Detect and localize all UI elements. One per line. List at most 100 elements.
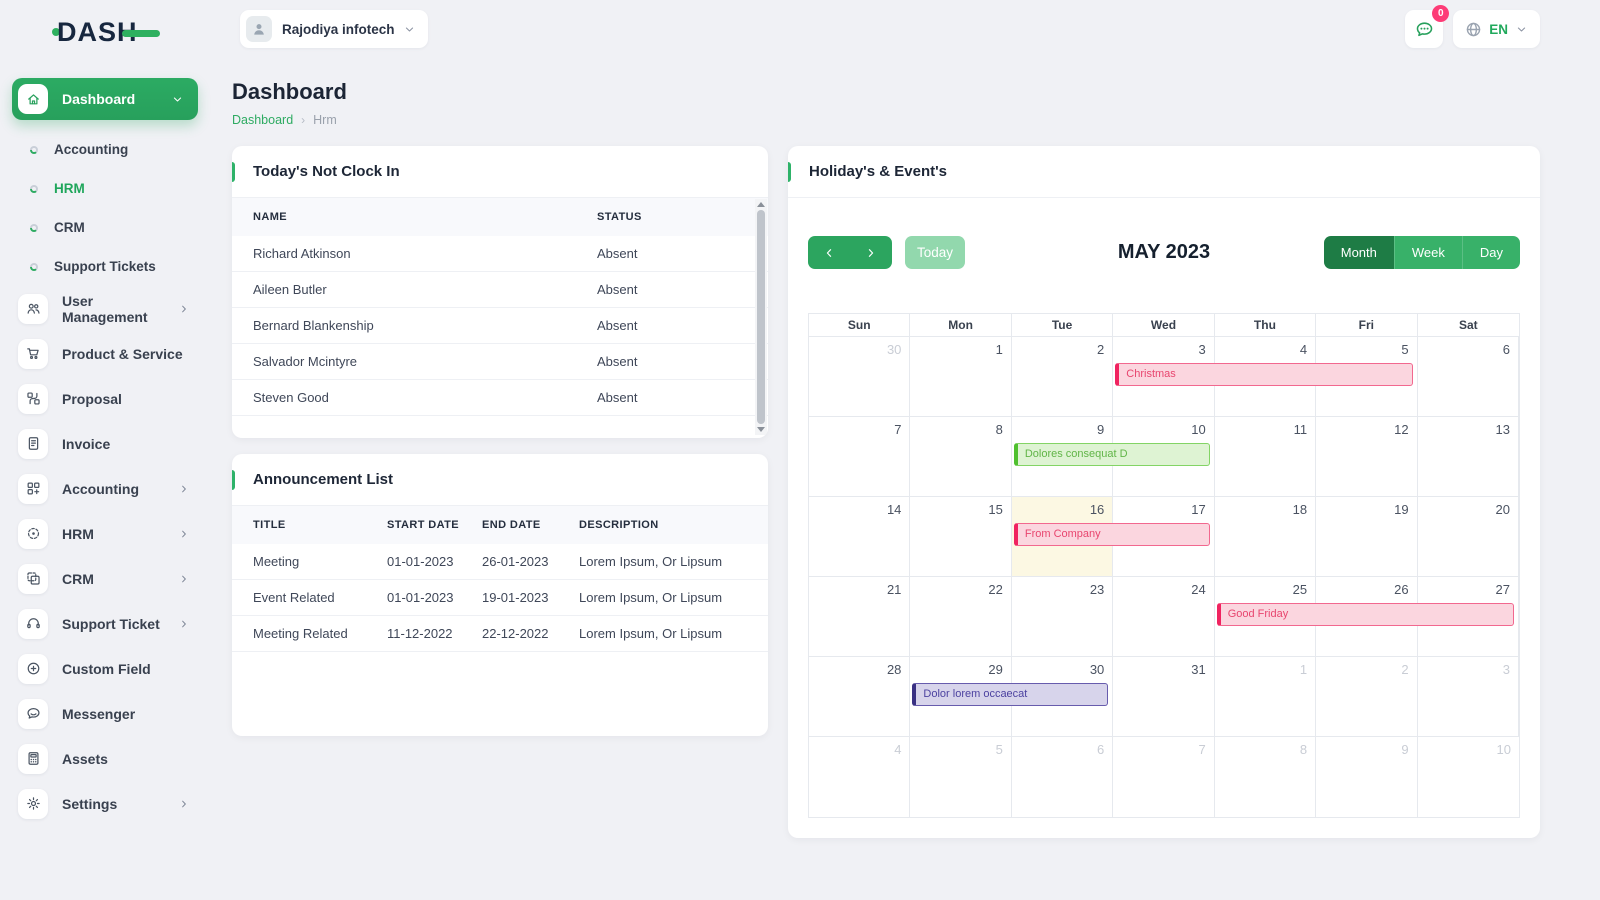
day-number: 13 <box>1495 422 1510 437</box>
calendar-day-cell[interactable]: 27 <box>1417 577 1519 657</box>
table-row[interactable]: Richard Atkinson Absent <box>232 236 768 272</box>
calendar-day-cell[interactable]: 9 <box>1316 737 1418 817</box>
sidebar-item-label: Custom Field <box>62 660 151 677</box>
scroll-up-icon[interactable] <box>757 202 765 207</box>
calendar-day-cell[interactable]: 13 <box>1417 417 1519 497</box>
sidebar-item-hrm[interactable]: HRM <box>0 511 212 556</box>
calendar-day-cell[interactable]: 22 <box>910 577 1012 657</box>
calendar-day-cell[interactable]: 4 <box>809 737 911 817</box>
calendar-event[interactable]: Dolor lorem occaecat <box>912 683 1109 706</box>
calendar-day-cell[interactable]: 2 <box>1011 337 1114 417</box>
calendar-day-cell[interactable]: 31 <box>1113 657 1215 737</box>
today-button[interactable]: Today <box>905 236 966 269</box>
calendar-day-cell[interactable]: 15 <box>910 497 1012 577</box>
calendar-day-cell[interactable]: 20 <box>1417 497 1519 577</box>
sidebar-item-user-management[interactable]: User Management <box>0 286 212 331</box>
sidebar-item-invoice[interactable]: Invoice <box>0 421 212 466</box>
sidebar-item-hrm[interactable]: HRM <box>0 169 212 208</box>
brand-logo[interactable]: DASH <box>52 14 160 50</box>
calendar-day-cell[interactable]: 12 <box>1316 417 1418 497</box>
view-button-month[interactable]: Month <box>1323 236 1394 269</box>
table-row[interactable]: Salvador Mcintyre Absent <box>232 344 768 380</box>
day-number: 6 <box>1502 342 1510 357</box>
sidebar-item-support-ticket[interactable]: Support Ticket <box>0 601 212 646</box>
table-cell: Lorem Ipsum, Or Lipsum <box>579 590 723 605</box>
sidebar-item-label: Dashboard <box>62 91 136 107</box>
calendar-card-header: Holiday's & Event's <box>788 146 1540 198</box>
calendar-event[interactable]: From Company <box>1013 523 1210 546</box>
sidebar-item-messenger[interactable]: Messenger <box>0 691 212 736</box>
calculator-icon <box>18 743 48 774</box>
calendar-day-cell[interactable]: 30 <box>1011 657 1114 737</box>
calendar-event[interactable]: Christmas <box>1115 363 1413 386</box>
table-row[interactable]: Aileen Butler Absent <box>232 272 768 308</box>
calendar-day-cell[interactable]: 1 <box>910 337 1012 417</box>
sidebar-item-label: CRM <box>54 220 85 235</box>
calendar-day-cell[interactable]: 8 <box>910 417 1012 497</box>
calendar-day-cell[interactable]: 7 <box>1113 737 1215 817</box>
calendar-day-cell[interactable]: 19 <box>1316 497 1418 577</box>
sidebar-item-label: HRM <box>62 525 94 542</box>
table-scrollbar[interactable] <box>755 199 767 435</box>
calendar-day-cell[interactable]: 10 <box>1113 417 1215 497</box>
scrollbar-thumb[interactable] <box>757 210 765 424</box>
breadcrumb-dashboard[interactable]: Dashboard <box>232 113 294 127</box>
sidebar-item-accounting[interactable]: Accounting <box>0 466 212 511</box>
calendar-day-cell[interactable]: 23 <box>1011 577 1114 657</box>
language-selector[interactable]: EN <box>1453 10 1540 48</box>
calendar-day-cell[interactable]: 30 <box>809 337 911 417</box>
calendar-day-cell[interactable]: 21 <box>809 577 911 657</box>
day-number: 19 <box>1394 502 1409 517</box>
scroll-down-icon[interactable] <box>757 427 765 432</box>
calendar-day-cell[interactable]: 1 <box>1214 657 1317 737</box>
table-row[interactable]: Event Related 01-01-2023 19-01-2023 Lorem I… <box>232 580 768 616</box>
calendar-day-cell[interactable]: 6 <box>1012 737 1114 817</box>
calendar-day-cell[interactable]: 2 <box>1316 657 1418 737</box>
sidebar-item-crm[interactable]: CRM <box>0 208 212 247</box>
table-cell: 19-01-2023 <box>482 590 549 605</box>
calendar-day-cell[interactable]: 5 <box>910 737 1012 817</box>
table-row[interactable]: Steven Good Absent <box>232 380 768 416</box>
calendar-day-cell[interactable]: 3 <box>1417 657 1519 737</box>
calendar-day-cell[interactable]: 18 <box>1214 497 1317 577</box>
calendar-day-cell[interactable]: 6 <box>1417 337 1519 417</box>
sidebar-item-support-tickets[interactable]: Support Tickets <box>0 247 212 286</box>
table-row[interactable]: Bernard Blankenship Absent <box>232 308 768 344</box>
day-number: 9 <box>1097 422 1105 437</box>
breadcrumb: Dashboard › Hrm <box>232 113 347 127</box>
calendar-day-cell[interactable]: 24 <box>1113 577 1215 657</box>
sidebar-item-product-service[interactable]: Product & Service <box>0 331 212 376</box>
view-button-day[interactable]: Day <box>1461 236 1520 269</box>
table-cell: 11-12-2022 <box>387 626 453 641</box>
calendar-day-cell[interactable]: 5 <box>1316 337 1418 417</box>
table-row[interactable]: Meeting Related 11-12-2022 22-12-2022 Lorem… <box>232 616 768 652</box>
calendar-event[interactable]: Dolores consequat D <box>1013 443 1210 466</box>
calendar-event[interactable]: Good Friday <box>1216 603 1514 626</box>
calendar-day-cell[interactable]: 17 <box>1113 497 1215 577</box>
company-selector[interactable]: Rajodiya infotech <box>240 10 428 48</box>
sidebar-item-label: Proposal <box>62 390 122 407</box>
view-button-week[interactable]: Week <box>1393 236 1462 269</box>
sidebar-item-accounting[interactable]: Accounting <box>0 130 212 169</box>
sidebar-item-proposal[interactable]: Proposal <box>0 376 212 421</box>
next-month-button[interactable] <box>850 236 892 269</box>
sidebar-item-crm[interactable]: CRM <box>0 556 212 601</box>
prev-month-button[interactable] <box>808 236 850 269</box>
day-number: 11 <box>1293 422 1308 437</box>
sidebar-item-dashboard[interactable]: Dashboard <box>12 78 198 120</box>
table-row[interactable]: Meeting 01-01-2023 26-01-2023 Lorem Ipsum, … <box>232 544 768 580</box>
announcement-card: Announcement List TITLE START DATE END DAT… <box>232 454 768 736</box>
calendar-day-cell[interactable]: 14 <box>809 497 911 577</box>
calendar-day-cell[interactable]: 28 <box>809 657 911 737</box>
plus-circle-icon <box>18 653 48 684</box>
sidebar-item-settings[interactable]: Settings <box>0 781 212 826</box>
calendar-day-cell[interactable]: 11 <box>1214 417 1317 497</box>
calendar-day-cell[interactable]: 8 <box>1215 737 1317 817</box>
sidebar-item-custom-field[interactable]: Custom Field <box>0 646 212 691</box>
column-header: NAME <box>253 211 287 223</box>
calendar-day-cell[interactable]: 7 <box>809 417 911 497</box>
calendar-day-cell[interactable]: 10 <box>1418 737 1519 817</box>
messages-button[interactable]: 0 <box>1405 5 1450 48</box>
calendar-grid: 30 1 2 3 4 5 6 Christmas 7 8 9 10 11 12 13 Dolores cons… <box>809 337 1519 817</box>
sidebar-item-assets[interactable]: Assets <box>0 736 212 781</box>
